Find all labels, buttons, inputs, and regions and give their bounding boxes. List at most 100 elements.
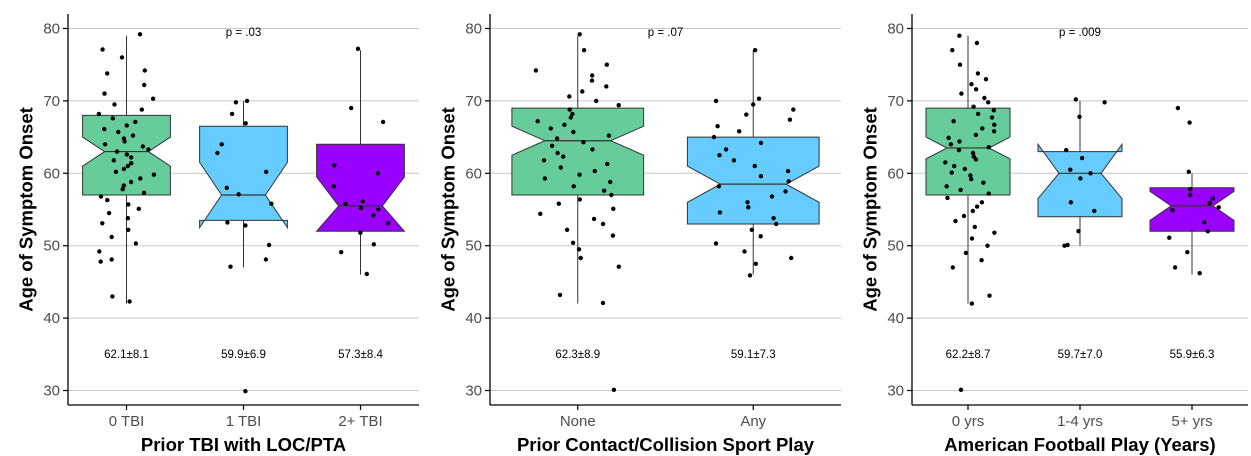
data-point [1088,171,1093,176]
data-point [1197,271,1202,276]
p-value-label: p = .07 [648,27,684,39]
data-point [121,183,127,188]
data-point [150,96,156,101]
data-point [364,271,369,277]
summary-label: 59.1±7.3 [731,349,776,361]
data-point [758,174,764,179]
data-point [375,171,381,176]
data-point [567,94,572,99]
data-point [602,188,607,193]
data-point [576,247,582,252]
data-point [600,300,606,306]
data-point [133,241,139,246]
summary-label: 62.2±8.7 [946,349,991,361]
data-point [542,176,548,181]
y-tick-label: 70 [887,93,904,110]
y-axis-title: Age of Symptom Onset [16,107,37,312]
data-point [604,62,609,67]
data-point [224,185,229,190]
data-point [371,242,376,247]
data-point [243,223,248,228]
data-point [120,187,125,192]
x-tick-label: Any [740,413,766,430]
data-point [358,205,364,211]
summary-label: 62.1±8.1 [104,349,149,361]
data-point [558,165,563,170]
y-tick-label: 80 [887,20,904,37]
data-point [769,194,775,199]
data-point [141,190,147,195]
data-point [963,250,969,256]
data-point [577,32,582,37]
x-tick-label: 1 TBI [226,413,262,430]
data-point [233,100,239,105]
data-point [562,122,567,128]
data-point [580,89,585,94]
data-point [119,55,125,60]
data-point [985,243,990,248]
y-tick-label: 70 [465,93,482,110]
data-point [723,147,729,152]
data-point [571,129,576,135]
data-point [952,163,957,169]
data-point [606,133,612,138]
data-point [592,168,597,174]
data-point [215,150,220,156]
data-point [747,273,753,278]
data-point [243,121,248,126]
data-point [113,169,119,174]
data-point [142,68,147,73]
x-axis-title: Prior Contact/Collision Sport Play [517,434,815,455]
data-point [713,98,719,104]
data-point [986,145,991,150]
data-point [116,129,121,135]
data-point [380,119,386,125]
data-point [950,265,955,270]
data-point [986,191,991,196]
x-tick-label: 0 TBI [109,413,145,430]
summary-label: 59.7±7.0 [1058,349,1103,361]
x-axis-title: American Football Play (Years) [944,434,1215,455]
data-point [944,184,949,189]
data-point [577,172,582,177]
data-point [1078,176,1083,181]
data-point [229,111,235,117]
data-point [567,107,572,112]
y-tick-label: 50 [465,238,482,255]
data-point [581,48,587,53]
data-point [106,210,112,216]
data-point [244,98,250,104]
data-point [236,192,241,197]
y-tick-label: 50 [887,238,904,255]
data-point [737,129,742,134]
data-point [129,155,134,160]
data-point [713,241,719,246]
data-point [1172,265,1178,270]
data-point [953,218,958,224]
data-point [791,107,796,112]
data-point [1187,120,1192,125]
data-point [533,68,539,73]
data-point [983,77,989,82]
chart-panel-2: 30 40 50 60 70 80 Age of Symptom Onset Prior Co… [438,14,841,455]
y-tick-label: 70 [43,93,60,110]
data-point [130,133,136,138]
data-point [789,255,794,261]
box-group-2-tbi: 2+ TBI 57.3±8.4 [315,46,406,430]
data-point [263,257,269,262]
box [686,136,820,225]
data-point [376,207,381,212]
data-point [151,172,157,177]
summary-label: 62.3±8.9 [555,349,600,361]
data-point [98,259,103,264]
data-point [971,104,976,109]
data-point [716,184,722,189]
data-point [110,116,116,121]
data-point [102,142,108,147]
data-point [945,195,950,201]
data-point [957,62,963,67]
data-point [127,299,132,304]
data-point [1170,208,1175,213]
data-point [1068,200,1074,205]
data-point [264,169,269,174]
